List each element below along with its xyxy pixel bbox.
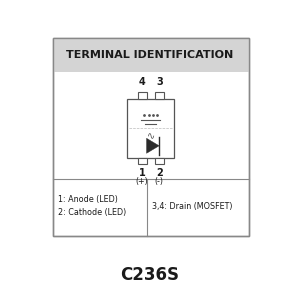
Bar bbox=[52, 38, 249, 236]
Text: 1: 1 bbox=[139, 168, 146, 178]
Polygon shape bbox=[146, 138, 159, 153]
Text: (-): (-) bbox=[155, 177, 164, 186]
Text: TERMINAL IDENTIFICATION: TERMINAL IDENTIFICATION bbox=[66, 50, 234, 60]
Text: 2: 2 bbox=[156, 168, 163, 178]
Text: 1: Anode (LED): 1: Anode (LED) bbox=[58, 195, 118, 204]
Bar bbox=[155, 92, 164, 99]
Bar bbox=[138, 92, 147, 99]
Text: ∿: ∿ bbox=[147, 131, 155, 141]
Text: 2: Cathode (LED): 2: Cathode (LED) bbox=[58, 208, 126, 217]
Text: (+): (+) bbox=[136, 177, 148, 186]
Bar bbox=[52, 38, 249, 236]
Text: 3: 3 bbox=[156, 77, 163, 87]
Bar bbox=[52, 38, 249, 72]
Bar bbox=[128, 99, 174, 158]
Bar bbox=[138, 158, 147, 164]
Bar bbox=[155, 158, 164, 164]
Text: C236S: C236S bbox=[121, 266, 179, 284]
Text: 4: 4 bbox=[139, 77, 146, 87]
Text: 3,4: Drain (MOSFET): 3,4: Drain (MOSFET) bbox=[152, 202, 233, 211]
